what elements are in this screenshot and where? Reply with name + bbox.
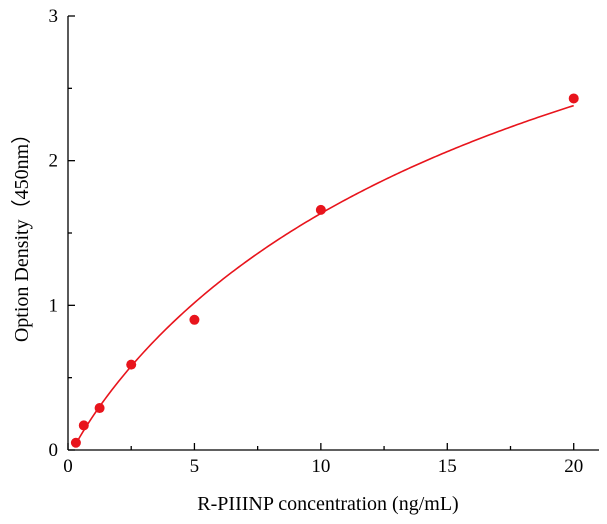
data-point [94, 403, 105, 414]
x-tick-label: 0 [63, 456, 73, 477]
data-point [70, 437, 81, 448]
x-tick-label: 15 [438, 456, 457, 477]
data-point [315, 204, 326, 215]
data-points [70, 93, 579, 448]
x-axis-title: R-PIIINP concentration (ng/mL) [197, 493, 458, 515]
axes [67, 16, 599, 451]
y-tick-label: 3 [49, 6, 59, 27]
x-tick-label: 20 [564, 456, 583, 477]
data-point [78, 420, 89, 431]
y-tick-label: 2 [49, 151, 59, 172]
data-point [126, 359, 137, 370]
data-point [568, 93, 579, 104]
x-tick-label: 5 [190, 456, 200, 477]
tick-labels: 0 5 10 15 20 0 1 2 3 [49, 6, 584, 477]
x-tick-label: 10 [311, 456, 330, 477]
y-tick-label: 0 [49, 440, 59, 461]
y-tick-label: 1 [49, 295, 59, 316]
data-point [189, 314, 200, 325]
fit-curve [74, 104, 574, 445]
y-axis-title: Option Density（450nm） [10, 124, 33, 342]
ticks [67, 15, 575, 451]
